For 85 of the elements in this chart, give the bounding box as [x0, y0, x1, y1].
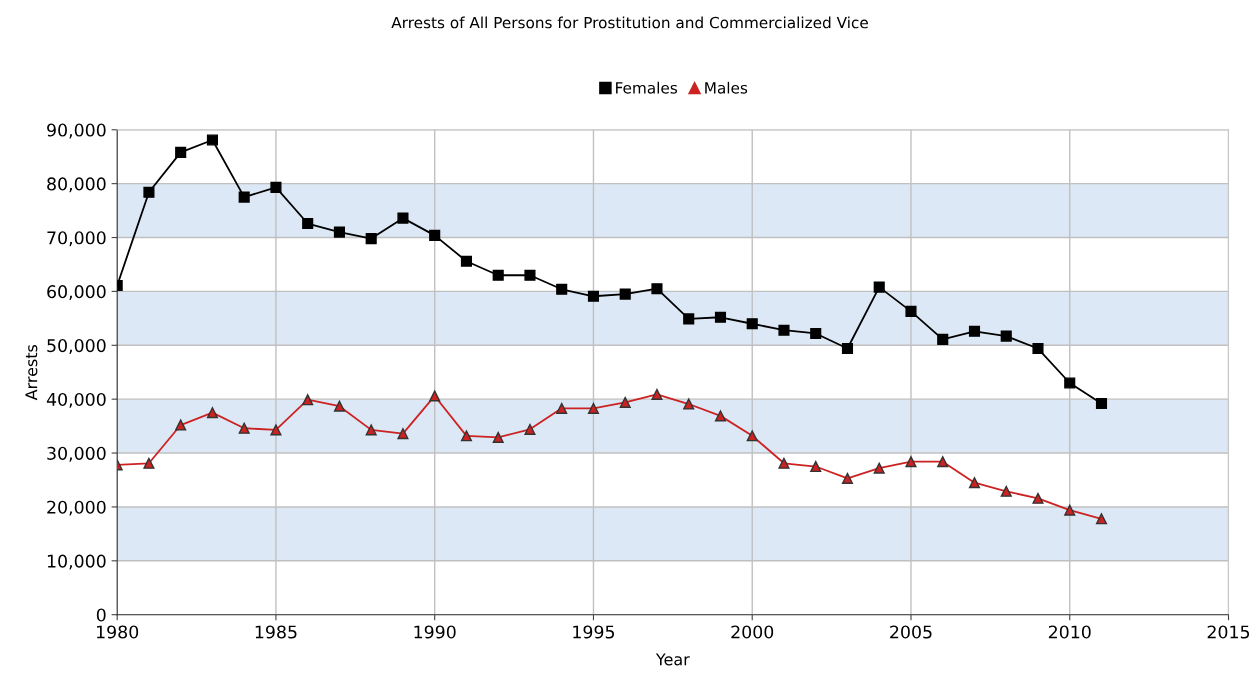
y-tick-label: 90,000	[47, 123, 106, 139]
x-tick-label: 2005	[890, 625, 932, 639]
point	[683, 398, 695, 410]
point	[810, 460, 822, 473]
x-tick-label: 1985	[255, 625, 297, 639]
y-tick-label: 30,000	[47, 446, 106, 462]
x-tick-label: 1980	[96, 625, 139, 639]
y-tick-label: 20,000	[47, 500, 106, 516]
chart-title: Arrests of All Persons for Prostitution and Commercialized Vice	[391, 16, 868, 29]
point	[492, 431, 504, 443]
point	[873, 462, 885, 474]
point	[714, 311, 727, 323]
point	[492, 269, 504, 281]
y-axis-title: Arrests	[25, 344, 38, 401]
point	[238, 422, 250, 434]
legend-label: Males	[705, 81, 748, 94]
point	[905, 305, 917, 317]
x-tick-label: 1990	[414, 625, 456, 639]
x-tick-label: 2015	[1207, 625, 1250, 639]
point	[397, 428, 409, 440]
point	[683, 313, 695, 325]
y-tick-label: 50,000	[47, 339, 106, 354]
point	[968, 477, 981, 489]
point	[333, 400, 346, 412]
point	[556, 402, 568, 414]
point	[1032, 342, 1044, 355]
point	[619, 396, 631, 408]
point	[587, 402, 600, 414]
point	[746, 318, 758, 330]
y-tick-label: 70,000	[47, 231, 106, 247]
point	[429, 229, 441, 241]
point	[714, 410, 727, 422]
point	[238, 191, 250, 203]
point	[1095, 513, 1108, 525]
point	[1000, 485, 1012, 497]
y-tick-label: 10,000	[47, 554, 106, 570]
point	[778, 324, 790, 336]
point	[810, 327, 822, 339]
point	[968, 325, 981, 337]
point	[746, 430, 758, 442]
point	[365, 233, 377, 245]
point	[651, 388, 663, 400]
point	[429, 390, 441, 402]
point	[143, 186, 155, 198]
point	[206, 134, 218, 146]
point	[587, 290, 600, 302]
point	[175, 146, 187, 158]
point	[175, 419, 187, 431]
x-tick-label: 2010	[1048, 625, 1091, 639]
point	[873, 281, 885, 293]
point	[937, 333, 949, 345]
point	[619, 288, 631, 300]
point	[302, 394, 314, 406]
point	[143, 457, 155, 469]
point	[397, 212, 409, 224]
point	[778, 457, 790, 469]
point	[1032, 492, 1044, 504]
point	[206, 407, 218, 419]
point	[937, 456, 949, 468]
point	[841, 472, 854, 484]
x-tick-label: 2000	[731, 625, 774, 639]
point	[460, 255, 473, 267]
y-tick-label: 0	[96, 608, 106, 622]
point	[270, 181, 282, 193]
point	[270, 424, 282, 436]
point	[651, 283, 663, 295]
point	[460, 430, 473, 442]
point	[841, 342, 854, 355]
point	[333, 226, 346, 238]
x-tick-label: 1995	[573, 625, 615, 639]
point	[905, 456, 917, 468]
point	[1095, 397, 1108, 410]
point	[1000, 330, 1012, 342]
point	[1064, 504, 1076, 516]
point	[365, 424, 377, 436]
point	[524, 269, 536, 281]
x-axis-title: Year	[655, 653, 690, 666]
y-tick-label: 80,000	[47, 177, 106, 193]
y-tick-label: 60,000	[47, 285, 106, 301]
y-tick-label: 40,000	[46, 392, 106, 408]
point	[302, 217, 314, 230]
point	[556, 283, 568, 295]
point	[524, 423, 536, 435]
legend-label: Females	[616, 81, 678, 94]
point	[1064, 377, 1076, 389]
